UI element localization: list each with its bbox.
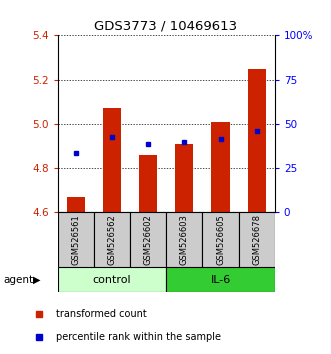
Bar bbox=[166, 212, 203, 267]
Text: GSM526678: GSM526678 bbox=[252, 214, 261, 266]
Text: agent: agent bbox=[3, 275, 33, 285]
Text: IL-6: IL-6 bbox=[211, 275, 231, 285]
Bar bbox=[203, 212, 239, 267]
Text: GSM526603: GSM526603 bbox=[180, 215, 189, 265]
Bar bbox=[248, 69, 266, 212]
Bar bbox=[58, 267, 166, 292]
Bar bbox=[103, 108, 121, 212]
Text: GSM526562: GSM526562 bbox=[108, 215, 117, 265]
Bar bbox=[58, 212, 94, 267]
Text: percentile rank within the sample: percentile rank within the sample bbox=[56, 332, 221, 342]
Text: GSM526561: GSM526561 bbox=[71, 215, 80, 265]
Bar bbox=[239, 212, 275, 267]
Text: control: control bbox=[93, 275, 131, 285]
Bar bbox=[139, 155, 157, 212]
Bar bbox=[166, 267, 275, 292]
Text: GDS3773 / 10469613: GDS3773 / 10469613 bbox=[94, 19, 237, 33]
Bar bbox=[67, 197, 85, 212]
Bar bbox=[94, 212, 130, 267]
Bar bbox=[212, 122, 230, 212]
Text: GSM526605: GSM526605 bbox=[216, 215, 225, 265]
Text: transformed count: transformed count bbox=[56, 309, 147, 319]
Bar bbox=[130, 212, 166, 267]
Text: ▶: ▶ bbox=[33, 275, 41, 285]
Bar bbox=[175, 144, 193, 212]
Text: GSM526602: GSM526602 bbox=[144, 215, 153, 265]
